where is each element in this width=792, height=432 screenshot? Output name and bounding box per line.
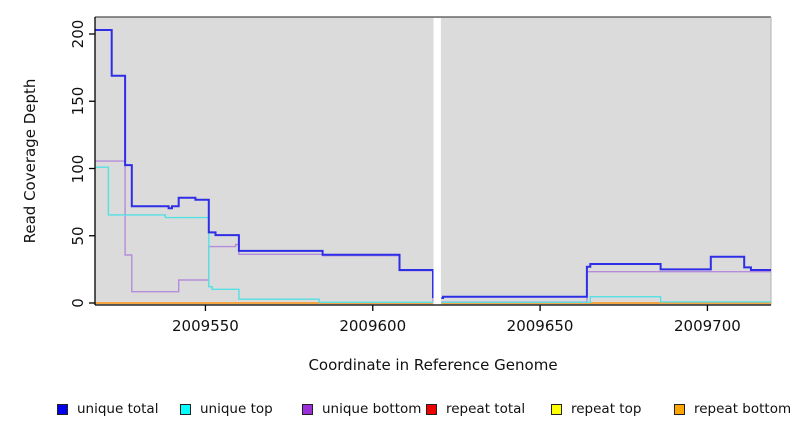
- legend-swatch-unique-bottom: [302, 403, 313, 415]
- chart-legend: unique total unique top unique bottom repea…: [0, 399, 792, 421]
- y-axis-title: Read Coverage Depth: [21, 78, 39, 244]
- legend-item-unique-total: unique total: [57, 399, 158, 419]
- plot-area-background: [95, 17, 771, 305]
- legend-swatch-repeat-top: [551, 403, 562, 415]
- x-tick-label-2009600: 2009600: [339, 317, 407, 335]
- y-tick-label-0: 0: [69, 298, 87, 308]
- y-tick-label-100: 100: [69, 154, 87, 183]
- legend-swatch-repeat-bottom: [674, 403, 685, 415]
- x-axis-title: Coordinate in Reference Genome: [308, 356, 558, 374]
- legend-item-repeat-top: repeat top: [551, 399, 641, 419]
- coverage-gap-band: [433, 18, 441, 305]
- legend-item-repeat-total: repeat total: [426, 399, 525, 419]
- legend-label: unique top: [200, 401, 273, 417]
- series-line-unique-total: [95, 29, 434, 298]
- y-tick-label-200: 200: [69, 19, 87, 49]
- legend-label: unique total: [77, 401, 159, 417]
- legend-swatch-unique-total: [57, 403, 68, 415]
- legend-swatch-repeat-total: [426, 403, 437, 415]
- legend-item-unique-bottom: unique bottom: [302, 399, 421, 419]
- legend-label: repeat top: [571, 401, 642, 417]
- y-tick-label-50: 50: [69, 226, 87, 246]
- legend-label: repeat total: [446, 401, 526, 417]
- series-line-unique-top: [95, 166, 433, 303]
- series-line-unique-top: [441, 296, 771, 303]
- x-tick-label-2009650: 2009650: [506, 317, 574, 335]
- x-tick-label-2009700: 2009700: [674, 317, 741, 335]
- x-tick-label-2009550: 2009550: [172, 317, 239, 335]
- series-line-unique-total: [441, 255, 771, 299]
- legend-item-unique-top: unique top: [180, 399, 273, 419]
- legend-label: repeat bottom: [694, 401, 792, 417]
- legend-item-repeat-bottom: repeat bottom: [674, 399, 791, 419]
- y-tick-label-150: 150: [69, 86, 87, 116]
- legend-swatch-unique-top: [180, 403, 191, 415]
- legend-label: unique bottom: [322, 401, 422, 417]
